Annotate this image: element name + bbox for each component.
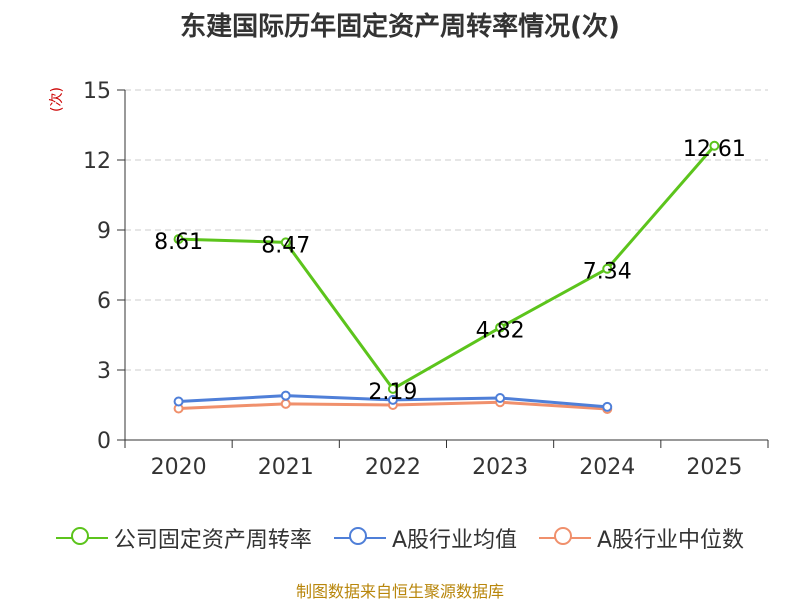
legend-item-company[interactable]: 公司固定资产周转率 (55, 522, 312, 554)
y-tick-label-12: 12 (83, 149, 111, 174)
data-label-2021: 8.47 (261, 233, 310, 258)
data-point-s1-2020 (173, 396, 184, 407)
chart-title: 东建国际历年固定资产周转率情况(次) (180, 12, 620, 42)
data-point-s0-2022 (387, 383, 398, 394)
y-tick-label-6: 6 (97, 289, 111, 314)
y-tick-label-3: 3 (97, 359, 111, 384)
y-tick-label-0: 0 (97, 429, 111, 454)
y-tick-label-9: 9 (97, 219, 111, 244)
data-label-2024: 7.34 (583, 260, 632, 285)
legend-label-industry-median: A股行业中位数 (597, 528, 745, 553)
data-point-s0-2020 (173, 234, 184, 245)
data-point-s1-2022 (387, 394, 398, 405)
legend-symbol-industry-mean (333, 526, 386, 550)
x-tick-label-2021: 2021 (258, 455, 314, 480)
y-tick-label-15: 15 (83, 79, 111, 104)
legend-item-industry-mean[interactable]: A股行业均值 (333, 522, 517, 554)
data-source-note: 制图数据来自恒生聚源数据库 (295, 582, 504, 601)
data-point-s0-2024 (602, 263, 613, 274)
data-point-s1-2024 (602, 401, 613, 412)
legend-item-industry-median[interactable]: A股行业中位数 (539, 522, 744, 554)
data-label-2022: 2.19 (368, 380, 417, 405)
chart-legend: 公司固定资产周转率 A股行业均值 A股行业中位数 (0, 518, 800, 558)
legend-label-company: 公司固定资产周转率 (113, 528, 312, 553)
data-point-s1-2021 (280, 390, 291, 401)
x-tick-label-2022: 2022 (365, 455, 421, 480)
x-tick-label-2024: 2024 (579, 455, 635, 480)
data-point-s2-2021 (280, 398, 291, 409)
x-tick-label-2025: 2025 (686, 455, 742, 480)
series-line-0 (178, 144, 716, 391)
data-label-2023: 4.82 (476, 319, 525, 344)
data-label-2020: 8.61 (154, 230, 203, 255)
data-point-s0-2021 (280, 237, 291, 248)
legend-symbol-company (55, 526, 108, 550)
x-tick-label-2023: 2023 (472, 455, 528, 480)
data-point-s0-2023 (495, 322, 506, 333)
data-point-s0-2025 (709, 140, 720, 151)
legend-symbol-industry-median (539, 526, 591, 550)
data-label-2025: 12.61 (683, 137, 746, 162)
x-tick-label-2020: 2020 (151, 455, 207, 480)
data-point-s1-2023 (495, 393, 506, 403)
legend-label-industry-mean: A股行业均值 (391, 528, 517, 553)
